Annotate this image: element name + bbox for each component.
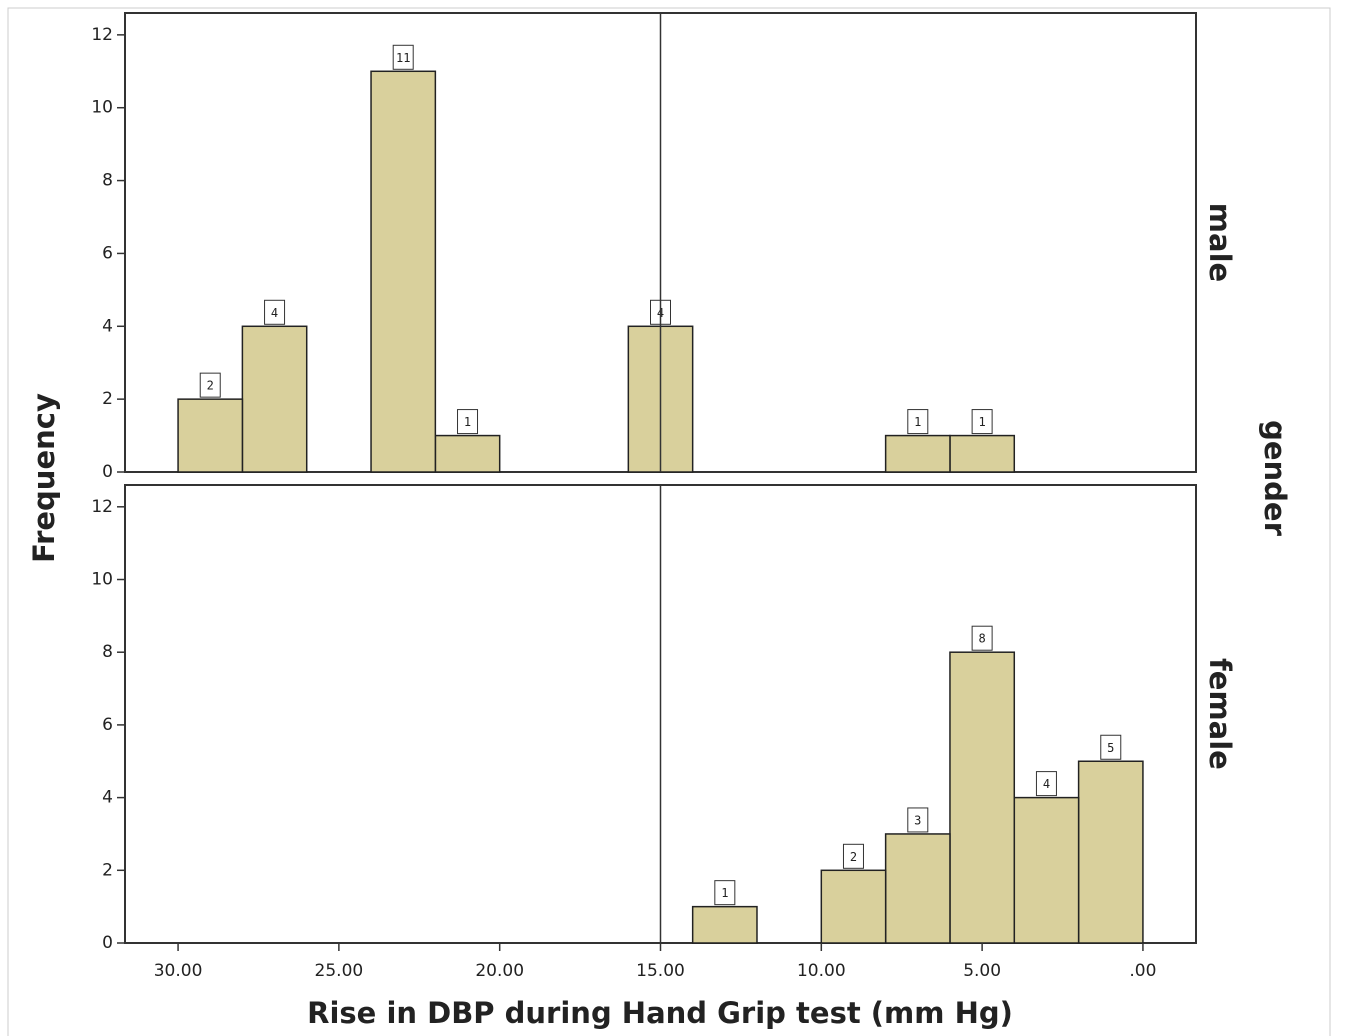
y-tick-label: 12: [91, 497, 113, 517]
data-label-box: [907, 807, 929, 833]
bar: [1077, 760, 1144, 944]
data-label: 4: [271, 306, 278, 320]
bar: [177, 398, 244, 473]
data-label: 11: [396, 51, 410, 65]
x-tick-label: 25.00: [315, 961, 364, 981]
bar: [370, 70, 437, 473]
x-tick-label: 20.00: [475, 961, 524, 981]
y-tick-label: 8: [102, 171, 113, 191]
data-label-box: [971, 625, 993, 651]
y-tick-label: 0: [102, 933, 113, 953]
bar: [884, 434, 951, 473]
bar: [884, 833, 951, 944]
x-tick-label: 5.00: [963, 961, 1001, 981]
facet-title: gender: [1258, 420, 1292, 537]
x-tick-label: 10.00: [797, 961, 846, 981]
data-label: 1: [979, 415, 986, 429]
y-tick-label: 4: [102, 788, 113, 808]
facet-label: female: [1203, 658, 1237, 770]
bar: [820, 869, 887, 944]
data-label-box: [1100, 734, 1122, 760]
y-tick-label: 8: [102, 642, 113, 662]
y-tick-label: 12: [91, 25, 113, 45]
data-label-box: [842, 843, 864, 869]
facet-label: male: [1203, 203, 1237, 282]
data-label: 2: [207, 379, 214, 393]
data-label: 4: [1043, 777, 1050, 791]
bar: [1013, 796, 1080, 944]
data-label: 5: [1107, 741, 1114, 755]
data-label: 1: [721, 886, 728, 900]
x-tick-label: .00: [1129, 961, 1156, 981]
data-label-box: [199, 372, 221, 398]
data-label: 2: [850, 850, 857, 864]
data-label-box: [971, 409, 993, 435]
bar: [241, 325, 308, 473]
y-tick-label: 10: [91, 98, 113, 118]
y-tick-label: 10: [91, 570, 113, 590]
y-axis-label: Frequency: [27, 393, 61, 563]
y-tick-label: 2: [102, 860, 113, 880]
y-tick-label: 6: [102, 715, 113, 735]
bar: [691, 905, 758, 944]
data-label-box: [907, 409, 929, 435]
data-label: 1: [914, 415, 921, 429]
data-label: 3: [914, 813, 921, 827]
x-axis-label: Rise in DBP during Hand Grip test (mm Hg…: [307, 996, 1013, 1030]
data-label-box: [714, 880, 736, 906]
x-tick-label: 30.00: [154, 961, 203, 981]
bar: [949, 434, 1016, 473]
bar: [434, 434, 501, 473]
y-tick-label: 4: [102, 316, 113, 336]
data-label: 1: [464, 415, 471, 429]
data-label-box: [1035, 771, 1057, 797]
y-tick-label: 6: [102, 243, 113, 263]
y-tick-label: 2: [102, 389, 113, 409]
bar: [949, 651, 1016, 944]
x-tick-label: 15.00: [636, 961, 685, 981]
y-tick-label: 0: [102, 462, 113, 482]
data-label: 8: [979, 632, 986, 646]
data-label-box: [264, 299, 286, 325]
data-label-box: [392, 44, 414, 70]
data-label-box: [457, 409, 479, 435]
